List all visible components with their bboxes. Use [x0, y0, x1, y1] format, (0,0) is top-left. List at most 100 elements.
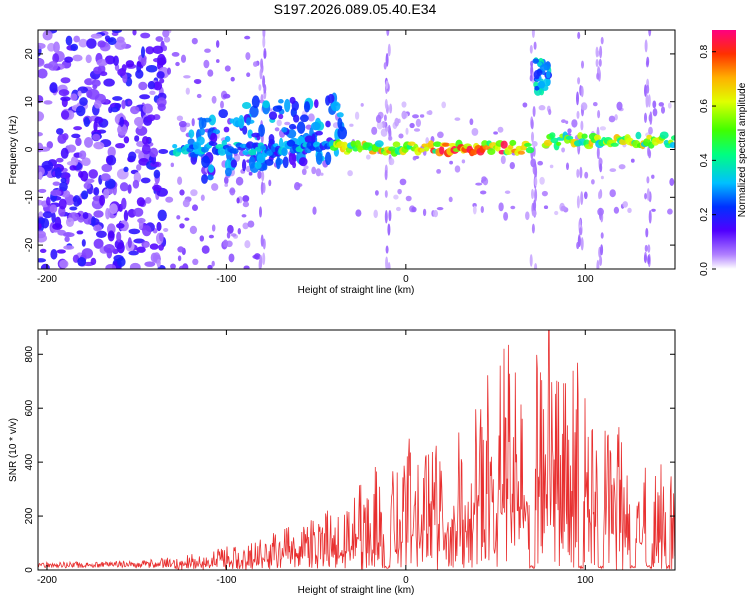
noise-cell — [162, 45, 168, 52]
noise-cell — [46, 141, 54, 149]
band-cell — [439, 145, 445, 155]
noise-cell — [242, 201, 250, 208]
faint-cell — [560, 205, 567, 212]
spectrogram-ytick-label: 10 — [24, 96, 35, 108]
band-cell — [669, 142, 675, 149]
noise-cell — [246, 72, 251, 77]
band-cell — [593, 134, 602, 142]
noise-cell — [211, 260, 215, 267]
band-cell — [509, 139, 517, 146]
noise-cell — [39, 248, 47, 253]
noise-cell — [247, 220, 255, 228]
faint-cell — [394, 117, 400, 127]
noise-cell — [50, 248, 58, 260]
noise-cell — [136, 197, 146, 207]
streak-cell — [385, 245, 389, 254]
noise-cell — [71, 133, 81, 139]
burst-cell — [251, 132, 260, 138]
faint-cell — [371, 126, 378, 135]
noise-cell — [99, 194, 106, 206]
noise-cell — [103, 188, 110, 199]
faint-cell — [412, 114, 419, 119]
noise-cell — [70, 43, 79, 52]
streak-cell — [387, 124, 391, 135]
band-cell — [313, 141, 321, 148]
colorbar-ticks: 0.0 0.2 0.4 0.6 0.8 — [699, 44, 716, 276]
snr-xtick-label: 0 — [403, 575, 409, 586]
noise-cell — [127, 237, 132, 249]
noise-cell — [224, 65, 231, 72]
noise-cell — [38, 230, 46, 239]
burst-cell — [203, 155, 209, 164]
noise-cell — [58, 198, 67, 210]
noise-cell — [105, 207, 111, 220]
noise-cell — [56, 157, 64, 163]
faint-cell — [648, 126, 653, 135]
noise-cell — [157, 103, 166, 111]
spectrogram-ytick-label: 20 — [24, 48, 35, 60]
noise-cell — [191, 37, 198, 45]
faint-cell — [667, 102, 672, 109]
noise-cell — [86, 38, 97, 49]
noise-cell — [242, 195, 250, 203]
faint-cell — [388, 158, 395, 166]
noise-cell — [80, 170, 89, 182]
noise-cell — [137, 121, 143, 130]
faint-cell — [658, 102, 665, 107]
streak-cell — [263, 83, 267, 94]
snr-ytick-label: 400 — [24, 453, 35, 470]
noise-cell — [155, 36, 164, 42]
faint-cell — [409, 122, 415, 129]
noise-cell — [115, 142, 126, 149]
faint-cell — [565, 162, 570, 171]
streak-cell — [580, 237, 584, 251]
streak-cell — [599, 255, 603, 267]
noise-cell — [237, 228, 242, 235]
streak-cell — [388, 209, 392, 222]
faint-cell — [539, 176, 545, 185]
noise-cell — [248, 171, 253, 176]
faint-cell — [571, 119, 578, 128]
burst-cell — [264, 158, 274, 166]
faint-cell — [481, 176, 487, 182]
noise-cell — [252, 61, 258, 67]
snr-frame — [37, 329, 676, 571]
faint-cell — [315, 168, 322, 177]
streak-cell — [531, 188, 534, 200]
noise-cell — [175, 61, 180, 67]
noise-cell — [83, 182, 91, 190]
snr-xlabel: Height of straight line (km) — [298, 585, 415, 596]
noise-cell — [230, 76, 235, 82]
streak-cell — [646, 56, 650, 66]
streak-cell — [600, 244, 604, 256]
noise-cell — [149, 147, 159, 158]
noise-cell — [193, 78, 202, 84]
streak-cell — [648, 30, 652, 37]
burst-cell — [299, 114, 309, 123]
noise-cell — [81, 190, 89, 200]
noise-cell — [59, 181, 68, 192]
noise-cell — [211, 95, 217, 104]
noise-cell — [77, 90, 82, 97]
noise-cell — [90, 257, 97, 266]
streak-cell — [260, 234, 264, 247]
burst-cell — [230, 159, 238, 168]
faint-cell — [393, 194, 399, 200]
noise-cell — [38, 111, 45, 122]
faint-cell — [618, 164, 626, 170]
faint-cell — [652, 100, 657, 109]
streak-cell — [385, 53, 389, 67]
noise-cell — [65, 217, 75, 228]
noise-cell — [245, 52, 251, 61]
band-cell — [242, 150, 250, 156]
streak-cell — [384, 98, 388, 110]
noise-cell — [235, 176, 244, 186]
burst-cell — [278, 113, 284, 120]
streak-cell — [534, 188, 538, 202]
noise-cell — [132, 30, 137, 36]
noise-cell — [170, 263, 176, 269]
burst-cell — [238, 114, 245, 129]
faint-cell — [583, 191, 588, 200]
noise-cell — [211, 224, 216, 232]
